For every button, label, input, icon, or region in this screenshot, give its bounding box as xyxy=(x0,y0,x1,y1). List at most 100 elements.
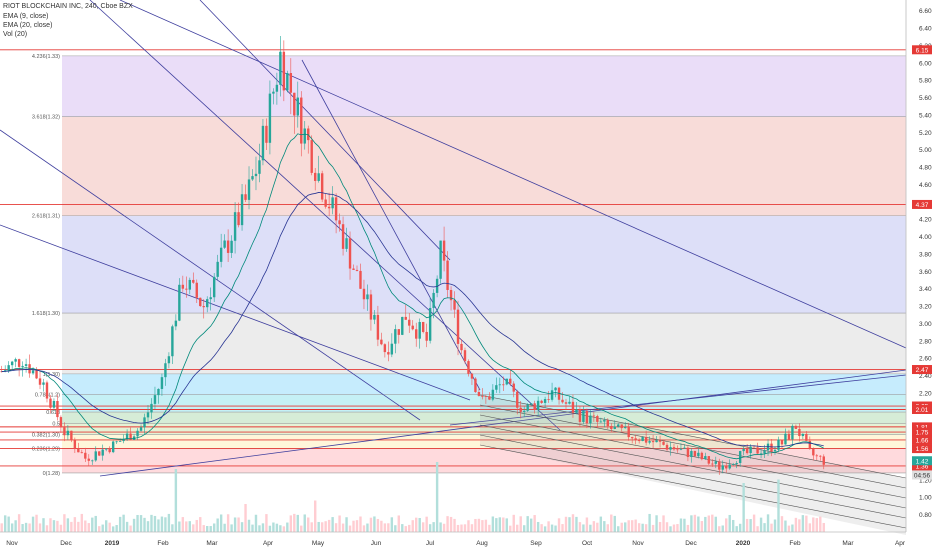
volume-bar xyxy=(111,526,115,532)
volume-bar xyxy=(160,516,164,532)
candle-body xyxy=(770,443,773,452)
candle-body xyxy=(617,424,620,427)
candle-body xyxy=(265,125,268,143)
candle-body xyxy=(547,399,550,400)
volume-bar xyxy=(498,517,502,532)
volume-bar xyxy=(223,523,226,532)
candle-body xyxy=(550,390,554,400)
candle-body xyxy=(812,449,815,456)
fib-level-label: 2.618(1.31) xyxy=(32,214,60,220)
legend-ema-slow[interactable]: EMA (20, close) xyxy=(3,22,53,29)
candle-body xyxy=(630,437,634,439)
legend-volume[interactable]: Vol (20) xyxy=(3,31,28,38)
time-tick-label: Jun xyxy=(371,540,382,547)
volume-bar xyxy=(745,518,749,532)
candle-body xyxy=(293,92,296,116)
volume-bar xyxy=(212,523,216,532)
candle-body xyxy=(345,238,348,249)
volume-bar xyxy=(129,525,132,532)
volume-bar xyxy=(596,522,599,532)
channel-line xyxy=(479,414,907,499)
candle-body xyxy=(543,399,547,403)
time-tick-label: Mar xyxy=(206,540,218,547)
time-axis: Nov Dec 2019 Feb Mar Apr May Jun Jul Aug Sep Oct Nov… xyxy=(0,531,906,547)
candle-body xyxy=(160,377,164,389)
time-tick-label: Dec xyxy=(60,540,72,547)
candle-body xyxy=(122,439,125,442)
volume-bar xyxy=(655,515,658,532)
candle-body xyxy=(275,84,279,92)
volume-bar xyxy=(376,518,380,532)
volume-bar xyxy=(780,516,784,532)
candle-body xyxy=(763,450,766,454)
volume-bar xyxy=(286,522,289,532)
volume-bar xyxy=(31,516,35,532)
volume-bar xyxy=(21,524,24,532)
volume-bar xyxy=(230,524,233,532)
volume-bar xyxy=(146,521,150,532)
candle-body xyxy=(38,378,42,385)
volume-bar xyxy=(617,526,620,532)
volume-bar xyxy=(219,514,223,532)
volume-bar xyxy=(798,519,801,532)
volume-bar xyxy=(49,518,52,532)
price-level-badge xyxy=(912,461,932,471)
volume-bar xyxy=(759,517,763,532)
candle-body xyxy=(794,425,798,429)
volume-bar xyxy=(442,523,446,532)
candle-body xyxy=(84,452,87,459)
candle-body xyxy=(575,409,578,413)
candle-body xyxy=(59,417,63,428)
candle-body xyxy=(45,382,49,399)
volume-bar xyxy=(477,518,481,532)
candle-body xyxy=(105,448,108,450)
candle-body xyxy=(247,179,251,200)
price-tick-label: 3.40 xyxy=(919,286,932,293)
volume-bar xyxy=(174,469,178,532)
candle-body xyxy=(324,199,327,207)
candle-body xyxy=(303,128,306,144)
candle-body xyxy=(690,451,693,458)
candle-body xyxy=(28,364,31,374)
candle-body xyxy=(115,441,118,443)
price-level-badge-label: 2.47 xyxy=(916,367,929,374)
volume-bar xyxy=(195,519,198,532)
volume-bar xyxy=(439,522,442,532)
candle-body xyxy=(519,407,522,412)
volume-bar xyxy=(697,516,700,532)
candle-body xyxy=(174,320,178,327)
candle-body xyxy=(728,464,731,469)
volume-bar xyxy=(132,518,136,532)
candle-body xyxy=(327,206,331,209)
price-level-badge xyxy=(912,435,932,445)
volume-bar xyxy=(181,517,185,532)
candle-body xyxy=(3,370,7,372)
price-tick-label: 2.60 xyxy=(919,356,932,363)
candle-body xyxy=(24,364,28,366)
fib-level-label: 0.5 xyxy=(52,421,60,427)
candle-body xyxy=(714,461,717,464)
volume-bar xyxy=(568,517,571,532)
fib-zone xyxy=(62,423,906,435)
legend-symbol[interactable]: RIOT BLOCKCHAIN INC, 240, Cboe BZX xyxy=(3,3,133,10)
volume-bar xyxy=(714,516,717,532)
volume-bar xyxy=(630,520,634,532)
candle-body xyxy=(822,456,825,465)
candle-body xyxy=(624,427,627,429)
candle-body xyxy=(355,269,359,271)
fib-extension: 0(1.28)0.236(1.29)0.382(1.30)0.50.6180.7… xyxy=(32,54,906,477)
legend-ema-fast[interactable]: EMA (9, close) xyxy=(3,13,49,20)
candle-body xyxy=(21,365,24,367)
price-level-badge-label: 6.15 xyxy=(916,47,929,54)
time-tick-label: Apr xyxy=(895,540,906,547)
candle-body xyxy=(425,331,428,341)
candle-body xyxy=(202,306,205,308)
fib-zone xyxy=(62,394,906,413)
volume-bar xyxy=(352,520,355,532)
candle-body xyxy=(697,452,700,457)
candle-body xyxy=(526,404,529,411)
candle-body xyxy=(310,140,313,173)
volume-bar xyxy=(435,462,439,532)
trendline xyxy=(199,0,451,261)
